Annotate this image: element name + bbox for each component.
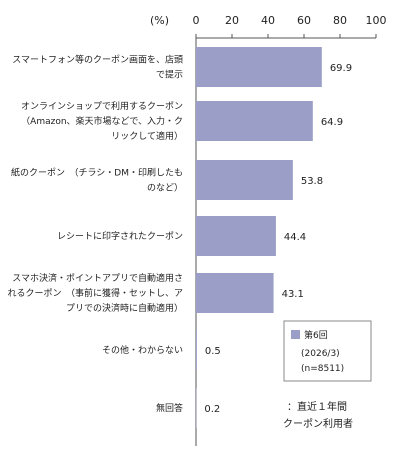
legend-box: 第6回 (2026/3) (n=8511) bbox=[283, 320, 372, 382]
legend-series-name: 第6回 bbox=[304, 329, 328, 341]
x-tick-label: 40 bbox=[261, 14, 275, 27]
bar-value-label: 43.1 bbox=[282, 289, 304, 300]
bar bbox=[196, 160, 293, 200]
bar-value-label: 64.9 bbox=[321, 117, 343, 128]
legend-swatch bbox=[291, 330, 300, 339]
category-label: れるクーポン （事前に獲得・セットし、ア bbox=[7, 287, 183, 299]
bar-value-label: 0.5 bbox=[205, 346, 221, 357]
x-tick-label: 0 bbox=[193, 14, 200, 27]
bar bbox=[196, 101, 313, 141]
x-tick-label: 20 bbox=[225, 14, 239, 27]
bar-value-label: 53.8 bbox=[301, 176, 323, 187]
x-tick-label: 80 bbox=[333, 14, 347, 27]
category-label: スマホ決済・ポイントアプリで自動適用さ bbox=[12, 272, 183, 284]
bar-value-label: 0.2 bbox=[204, 404, 220, 415]
category-label: オンラインショップで利用するクーポン bbox=[21, 100, 183, 112]
respondent-note: ：直近１年間 クーポン利用者 bbox=[283, 400, 353, 430]
bar bbox=[196, 330, 197, 370]
category-label: 無回答 bbox=[156, 402, 183, 414]
x-tick-label: 100 bbox=[366, 14, 387, 27]
category-label: レシートに印字されたクーポン bbox=[57, 230, 183, 242]
category-label: リックして適用） bbox=[111, 130, 183, 142]
bar bbox=[196, 47, 322, 87]
legend-date: (2026/3) bbox=[301, 349, 340, 359]
note-line-1: ：直近１年間 bbox=[287, 400, 347, 413]
bar-value-label: 69.9 bbox=[330, 63, 352, 74]
bars-layer bbox=[196, 47, 322, 428]
bar-value-label: 44.4 bbox=[284, 232, 306, 243]
bar bbox=[196, 273, 274, 313]
category-label: （Amazon、楽天市場などで、入力・ク bbox=[21, 115, 183, 127]
legend-sample-size: (n=8511) bbox=[301, 364, 344, 374]
x-tick-label: 60 bbox=[297, 14, 311, 27]
category-label: で提示 bbox=[156, 70, 183, 81]
note-line-2: クーポン利用者 bbox=[283, 418, 353, 430]
category-label: スマートフォン等のクーポン画面を、店頭 bbox=[12, 54, 183, 66]
bar bbox=[196, 216, 276, 256]
category-label: のなど） bbox=[147, 183, 183, 194]
category-label: プリでの決済時に自動適用） bbox=[66, 302, 183, 314]
unit-label: (%) bbox=[150, 14, 169, 27]
category-label: 紙のクーポン （チラシ・DM・印刷したも bbox=[11, 167, 183, 179]
category-label: その他・わからない bbox=[102, 344, 183, 356]
